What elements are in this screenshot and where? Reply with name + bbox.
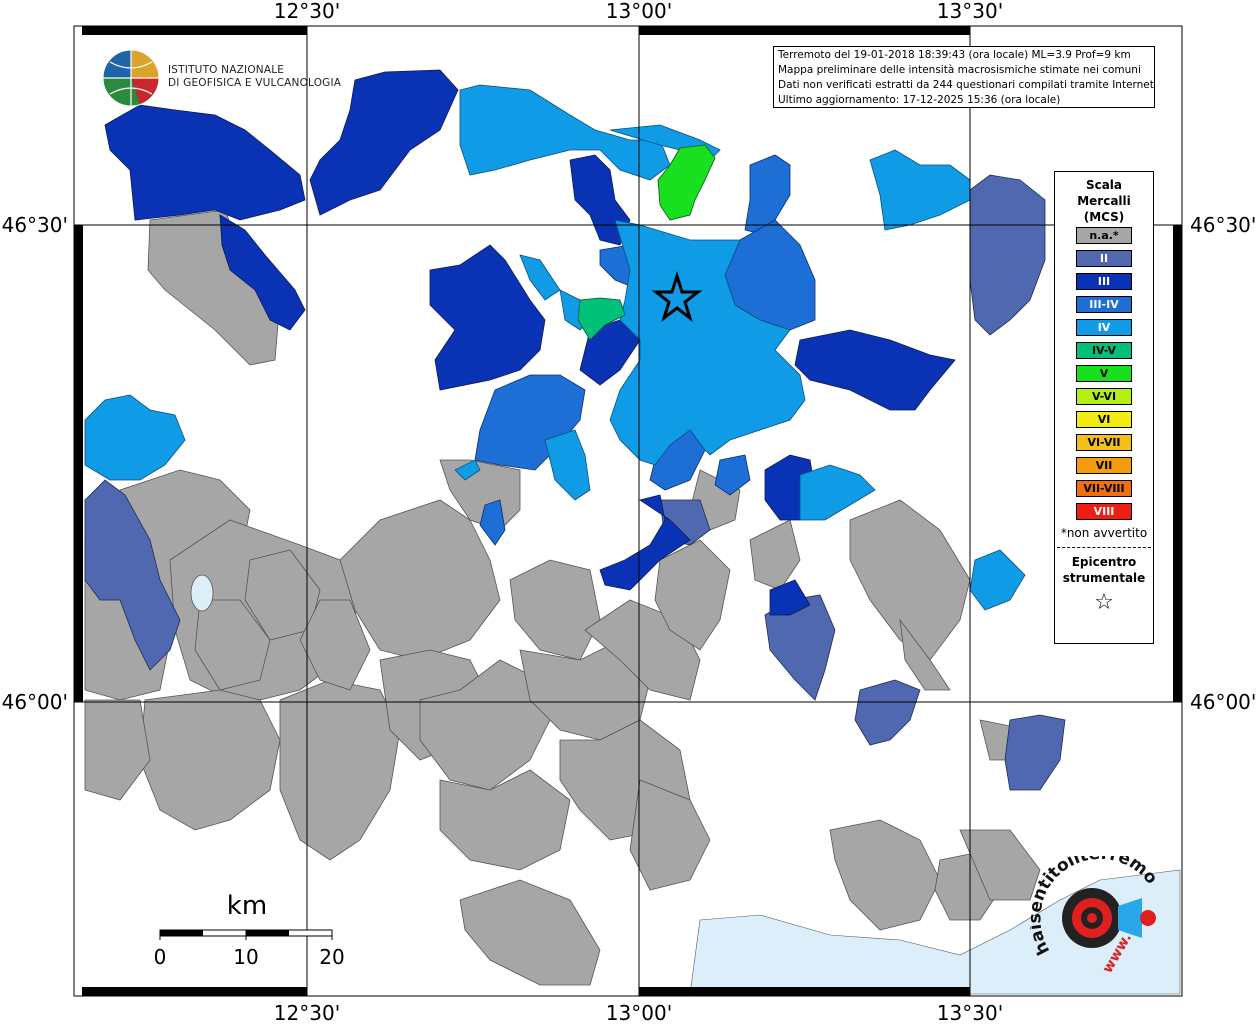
scale-tick-0: 0 xyxy=(154,945,167,969)
event-info-box: Terremoto del 19-01-2018 18:39:43 (ora l… xyxy=(773,46,1155,108)
info-line-1: Terremoto del 19-01-2018 18:39:43 (ora l… xyxy=(778,49,1131,61)
legend-swatches: n.a.* II III III-IV IV IV-V V V-VI VI VI-VII VII VI… xyxy=(1055,227,1153,520)
legend-title: Scala Mercalli (MCS) xyxy=(1055,177,1153,225)
lat-label-left-1: 46°30' xyxy=(2,213,68,237)
legend-epicenter-title: Epicentro strumentale xyxy=(1055,554,1153,586)
haisentito-logo: haisentitoilterremoto.it www. xyxy=(1024,841,1170,986)
lon-label-top-2: 13°00' xyxy=(606,0,672,23)
legend-divider xyxy=(1057,547,1151,548)
globe-icon xyxy=(102,49,160,107)
legend-title-line1: Scala xyxy=(1085,178,1123,192)
municipalities-intensity-V xyxy=(657,144,716,221)
legend-swatch: IV-V xyxy=(1076,342,1132,359)
ingv-name-line1: ISTITUTO NAZIONALE xyxy=(168,64,285,76)
graticule xyxy=(74,26,1182,996)
info-line-3: Dati non verificati estratti da 244 ques… xyxy=(778,79,1155,91)
scale-tick-10: 10 xyxy=(233,945,258,969)
frame-scale-bars xyxy=(74,26,1182,996)
info-line-2: Mappa preliminare delle intensità macros… xyxy=(778,64,1141,76)
info-line-4: Ultimo aggiornamento: 17-12-2025 15:36 (… xyxy=(778,94,1061,106)
legend-swatch: VII-VIII xyxy=(1076,480,1132,497)
scale-unit: km xyxy=(227,891,267,921)
municipalities-intensity-II xyxy=(84,174,1066,791)
legend-swatch: V-VI xyxy=(1076,388,1132,405)
legend-swatch: VI xyxy=(1076,411,1132,428)
lon-label-bottom-2: 13°00' xyxy=(606,1001,672,1024)
legend-na-note: *non avvertito xyxy=(1060,526,1148,540)
ingv-name: ISTITUTO NAZIONALE DI GEOFISICA E VULCAN… xyxy=(168,64,341,90)
legend-swatch: VIII xyxy=(1076,503,1132,520)
lake xyxy=(190,574,214,612)
legend-title-line2: Mercalli xyxy=(1077,194,1131,208)
lon-label-top-1: 12°30' xyxy=(274,0,340,23)
legend-epicenter-star-icon: ☆ xyxy=(1094,590,1114,615)
legend-epicenter-line2: strumentale xyxy=(1062,571,1146,585)
legend-swatch: V xyxy=(1076,365,1132,382)
lat-label-right-2: 46°00' xyxy=(1190,690,1256,714)
ingv-logo xyxy=(100,48,310,108)
scale-bar: km 0 10 20 xyxy=(150,890,360,970)
legend-epicenter-line1: Epicentro xyxy=(1071,555,1137,569)
lon-label-top-3: 13°30' xyxy=(937,0,1003,23)
ingv-name-line2: DI GEOFISICA E VULCANOLOGIA xyxy=(168,77,342,89)
legend-swatch: VII xyxy=(1076,457,1132,474)
sea-area xyxy=(689,869,1181,995)
lat-label-right-1: 46°30' xyxy=(1190,213,1256,237)
lat-label-left-2: 46°00' xyxy=(2,690,68,714)
municipalities-not-felt xyxy=(84,209,1041,986)
legend-swatch: II xyxy=(1076,250,1132,267)
lon-label-bottom-3: 13°30' xyxy=(937,1001,1003,1024)
legend-swatch: III xyxy=(1076,273,1132,290)
legend-swatch: VI-VII xyxy=(1076,434,1132,451)
legend-swatch: IV xyxy=(1076,319,1132,336)
municipalities-intensity-IV-V xyxy=(577,297,626,341)
scale-tick-20: 20 xyxy=(319,945,344,969)
legend-swatch: n.a.* xyxy=(1076,227,1132,244)
intensity-legend: Scala Mercalli (MCS) n.a.* II III III-IV IV I… xyxy=(1054,171,1154,644)
epicenter-star-icon xyxy=(651,270,703,323)
legend-swatch: III-IV xyxy=(1076,296,1132,313)
municipalities-intensity-IV xyxy=(84,84,1026,611)
legend-title-line3: (MCS) xyxy=(1083,210,1125,224)
lon-label-bottom-1: 12°30' xyxy=(274,1001,340,1024)
